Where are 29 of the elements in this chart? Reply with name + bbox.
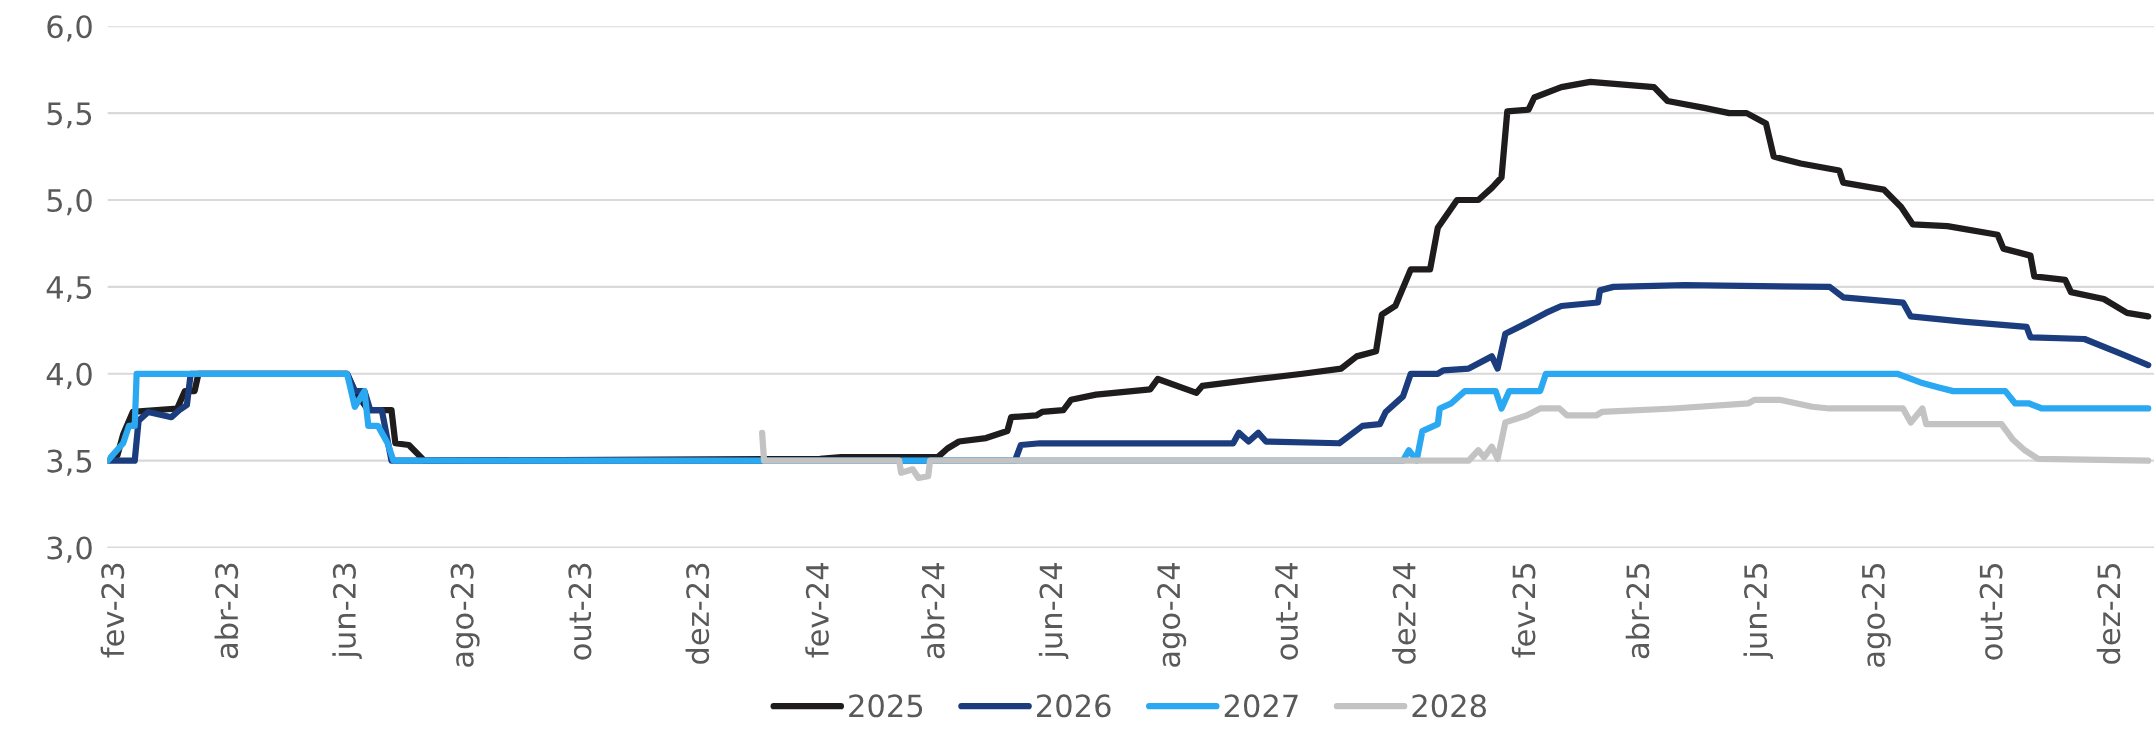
x-tick-label: ago-25 bbox=[1861, 564, 1891, 667]
x-tick-label: ago-23 bbox=[450, 563, 480, 667]
x-tick-label: fev-24 bbox=[805, 563, 829, 658]
x-tick-label: dez-24 bbox=[1392, 563, 1416, 664]
x-tick-label: abr-24 bbox=[921, 563, 945, 659]
x-tick-label: jun-23 bbox=[332, 563, 362, 660]
x-tick-label: out-25 bbox=[1979, 564, 2003, 660]
x-tick-label: dez-23 bbox=[685, 563, 710, 664]
y-tick-label: 5,0 bbox=[47, 188, 92, 216]
y-tick-label: 6,0 bbox=[47, 15, 92, 42]
x-tick-label: ago-24 bbox=[1157, 563, 1187, 667]
y-tick-label: 5,5 bbox=[47, 102, 92, 129]
y-tick-label: 3,0 bbox=[47, 536, 92, 563]
x-tick-label: abr-23 bbox=[214, 563, 239, 659]
x-tick-label: dez-25 bbox=[2096, 564, 2121, 664]
x-tick-label: abr-25 bbox=[1625, 564, 1650, 659]
y-tick-label: 4,0 bbox=[46, 362, 92, 389]
x-tick-label: jun-24 bbox=[1038, 563, 1069, 660]
legend-label: 2025 bbox=[849, 694, 923, 718]
legend-label: 2027 bbox=[1224, 694, 1298, 718]
y-tick-label: 4,5 bbox=[46, 276, 92, 303]
legend-label: 2026 bbox=[1036, 694, 1111, 718]
legend-label: 2028 bbox=[1412, 694, 1486, 718]
x-tick-label: fev-25 bbox=[1511, 564, 1536, 658]
x-tick-label: jun-25 bbox=[1743, 564, 1774, 660]
y-tick-label: 3,5 bbox=[47, 449, 92, 476]
x-tick-label: out-24 bbox=[1274, 563, 1299, 660]
x-tick-label: out-23 bbox=[568, 563, 592, 660]
x-tick-label: fev-23 bbox=[100, 563, 125, 658]
